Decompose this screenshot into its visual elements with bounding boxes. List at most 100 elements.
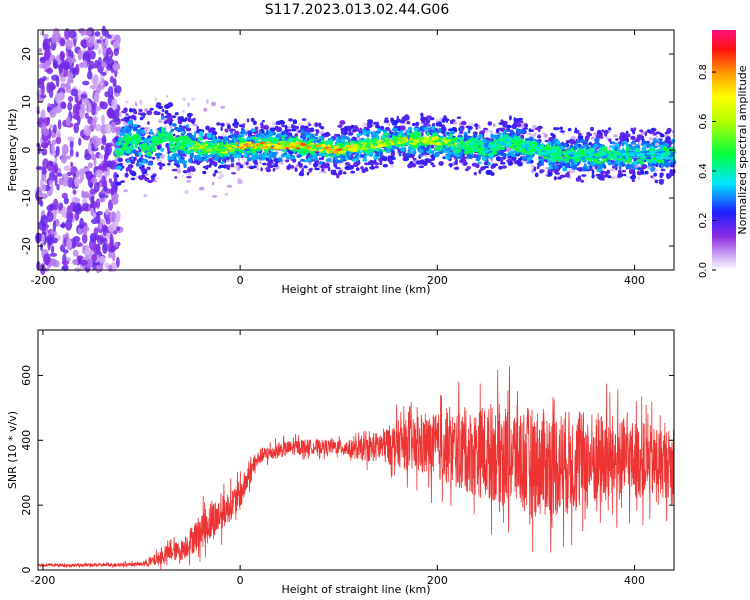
spectrogram-cell — [231, 172, 237, 175]
spectrogram-cell — [590, 126, 594, 132]
spectrogram-cell — [174, 176, 178, 179]
spectrogram-cell — [246, 118, 250, 123]
spectrogram-cell — [346, 125, 352, 129]
spectrogram-cell — [596, 155, 602, 158]
spectrogram-cell — [388, 129, 392, 133]
spectrogram-cell — [557, 176, 562, 180]
spectrogram-cell — [64, 28, 71, 40]
spectrogram-cell — [529, 129, 535, 133]
spectrogram-cell — [42, 226, 47, 231]
spectrogram-cell — [164, 136, 170, 142]
spectrogram-cell — [211, 138, 218, 143]
spectrogram-cell — [182, 154, 187, 157]
spectrogram-cell — [124, 172, 129, 178]
spectrogram-cell — [233, 124, 239, 129]
spectrogram-cell — [559, 174, 566, 178]
spectrogram-cell — [667, 172, 672, 179]
spectrogram-cell — [264, 148, 269, 154]
spectrogram-cell — [607, 160, 612, 166]
spectrogram-cell — [176, 164, 181, 168]
spectrogram-cell — [569, 169, 576, 173]
spectrogram-cell — [73, 197, 81, 204]
spectrogram-cell — [184, 149, 188, 152]
spectrogram-cell — [608, 127, 612, 131]
spectrogram-cell — [414, 142, 418, 145]
spectrogram-cell — [239, 164, 244, 169]
spectrogram-cells — [35, 25, 677, 276]
spectrogram-cell — [368, 141, 372, 144]
spectrogram-cell — [422, 154, 428, 157]
spectrogram-cell — [591, 173, 595, 179]
spectrogram-cell — [182, 97, 187, 102]
spectrogram-cell — [318, 157, 322, 161]
spectrogram-cell — [553, 169, 559, 174]
spectrogram-cell — [438, 127, 442, 133]
spectrogram-cell — [80, 93, 87, 99]
spectrogram-cell — [282, 131, 287, 135]
spectrogram-cell — [334, 159, 340, 164]
spectrogram-cell — [366, 123, 373, 129]
spectrogram-cell — [115, 210, 121, 223]
spectrogram-cell — [220, 122, 225, 127]
spectrogram-cell — [426, 131, 430, 136]
spectrogram-cell — [144, 138, 148, 144]
spectrogram-cell — [324, 140, 330, 146]
spectrogram-cell — [116, 165, 122, 170]
spectrogram-cell — [473, 171, 477, 176]
spectrogram-cell — [621, 142, 625, 147]
spectrogram-cell — [637, 167, 642, 171]
spectrogram-cell — [131, 114, 136, 120]
spectrogram-cell — [413, 150, 417, 155]
spectrogram-cell — [105, 218, 111, 225]
spectrogram-cell — [575, 158, 580, 163]
spectrogram-cell — [128, 146, 135, 151]
spectrogram-cell — [562, 167, 568, 172]
spectrogram-cell — [658, 145, 663, 148]
spectrogram-cell — [406, 152, 411, 157]
spectrogram-cell — [80, 39, 86, 47]
spectrogram-cell — [41, 233, 45, 244]
spectrogram-cell — [89, 50, 96, 60]
spectrogram-cell — [187, 172, 194, 177]
spectrogram-cell — [132, 124, 138, 127]
spectrogram-cell — [438, 123, 443, 127]
spectrogram-cell — [332, 171, 337, 176]
spectrogram-cell — [167, 117, 170, 123]
spectrogram-cell — [434, 146, 439, 151]
spectrogram-cell — [120, 127, 124, 132]
spectrogram-cell — [182, 110, 185, 113]
spectrogram-cell — [557, 159, 561, 163]
spectrogram-cell — [141, 129, 146, 135]
spectrogram-cell — [89, 207, 95, 214]
spectrogram-cell — [59, 38, 64, 47]
spectrogram-cell — [445, 144, 449, 149]
spectrogram-cell — [114, 118, 121, 126]
spectrogram-cell — [211, 195, 218, 198]
spectrogram-cell — [342, 135, 348, 139]
spectrogram-cell — [198, 186, 205, 191]
spectrogram-cell — [39, 57, 46, 64]
spectrogram-cell — [584, 140, 589, 143]
spectrogram-cell — [267, 156, 272, 160]
spectrogram-cell — [417, 148, 424, 153]
spectrogram-cell — [237, 156, 241, 162]
spectrogram-cell — [40, 242, 43, 252]
spectrogram-cell — [116, 226, 121, 231]
spectrogram-cell — [90, 153, 97, 161]
spectrogram-cell — [653, 172, 658, 177]
spectrogram-cell — [315, 167, 320, 171]
spectrogram-cell — [75, 203, 83, 215]
spectrogram-cell — [156, 152, 163, 156]
spectrogram-cell — [330, 154, 334, 158]
spectrogram-cell — [242, 137, 245, 141]
spectrogram-cell — [114, 241, 119, 248]
spectrogram-cell — [100, 145, 105, 151]
spectrogram-cell — [119, 147, 125, 151]
spectrogram-cell — [169, 117, 173, 121]
spectrogram-cell — [352, 140, 357, 145]
spectrogram-cell — [515, 146, 518, 148]
spectrogram-cell — [149, 128, 153, 135]
spectrogram-cell — [63, 165, 72, 172]
spectrogram-cell — [492, 134, 498, 139]
spectrogram-cell — [632, 161, 638, 166]
